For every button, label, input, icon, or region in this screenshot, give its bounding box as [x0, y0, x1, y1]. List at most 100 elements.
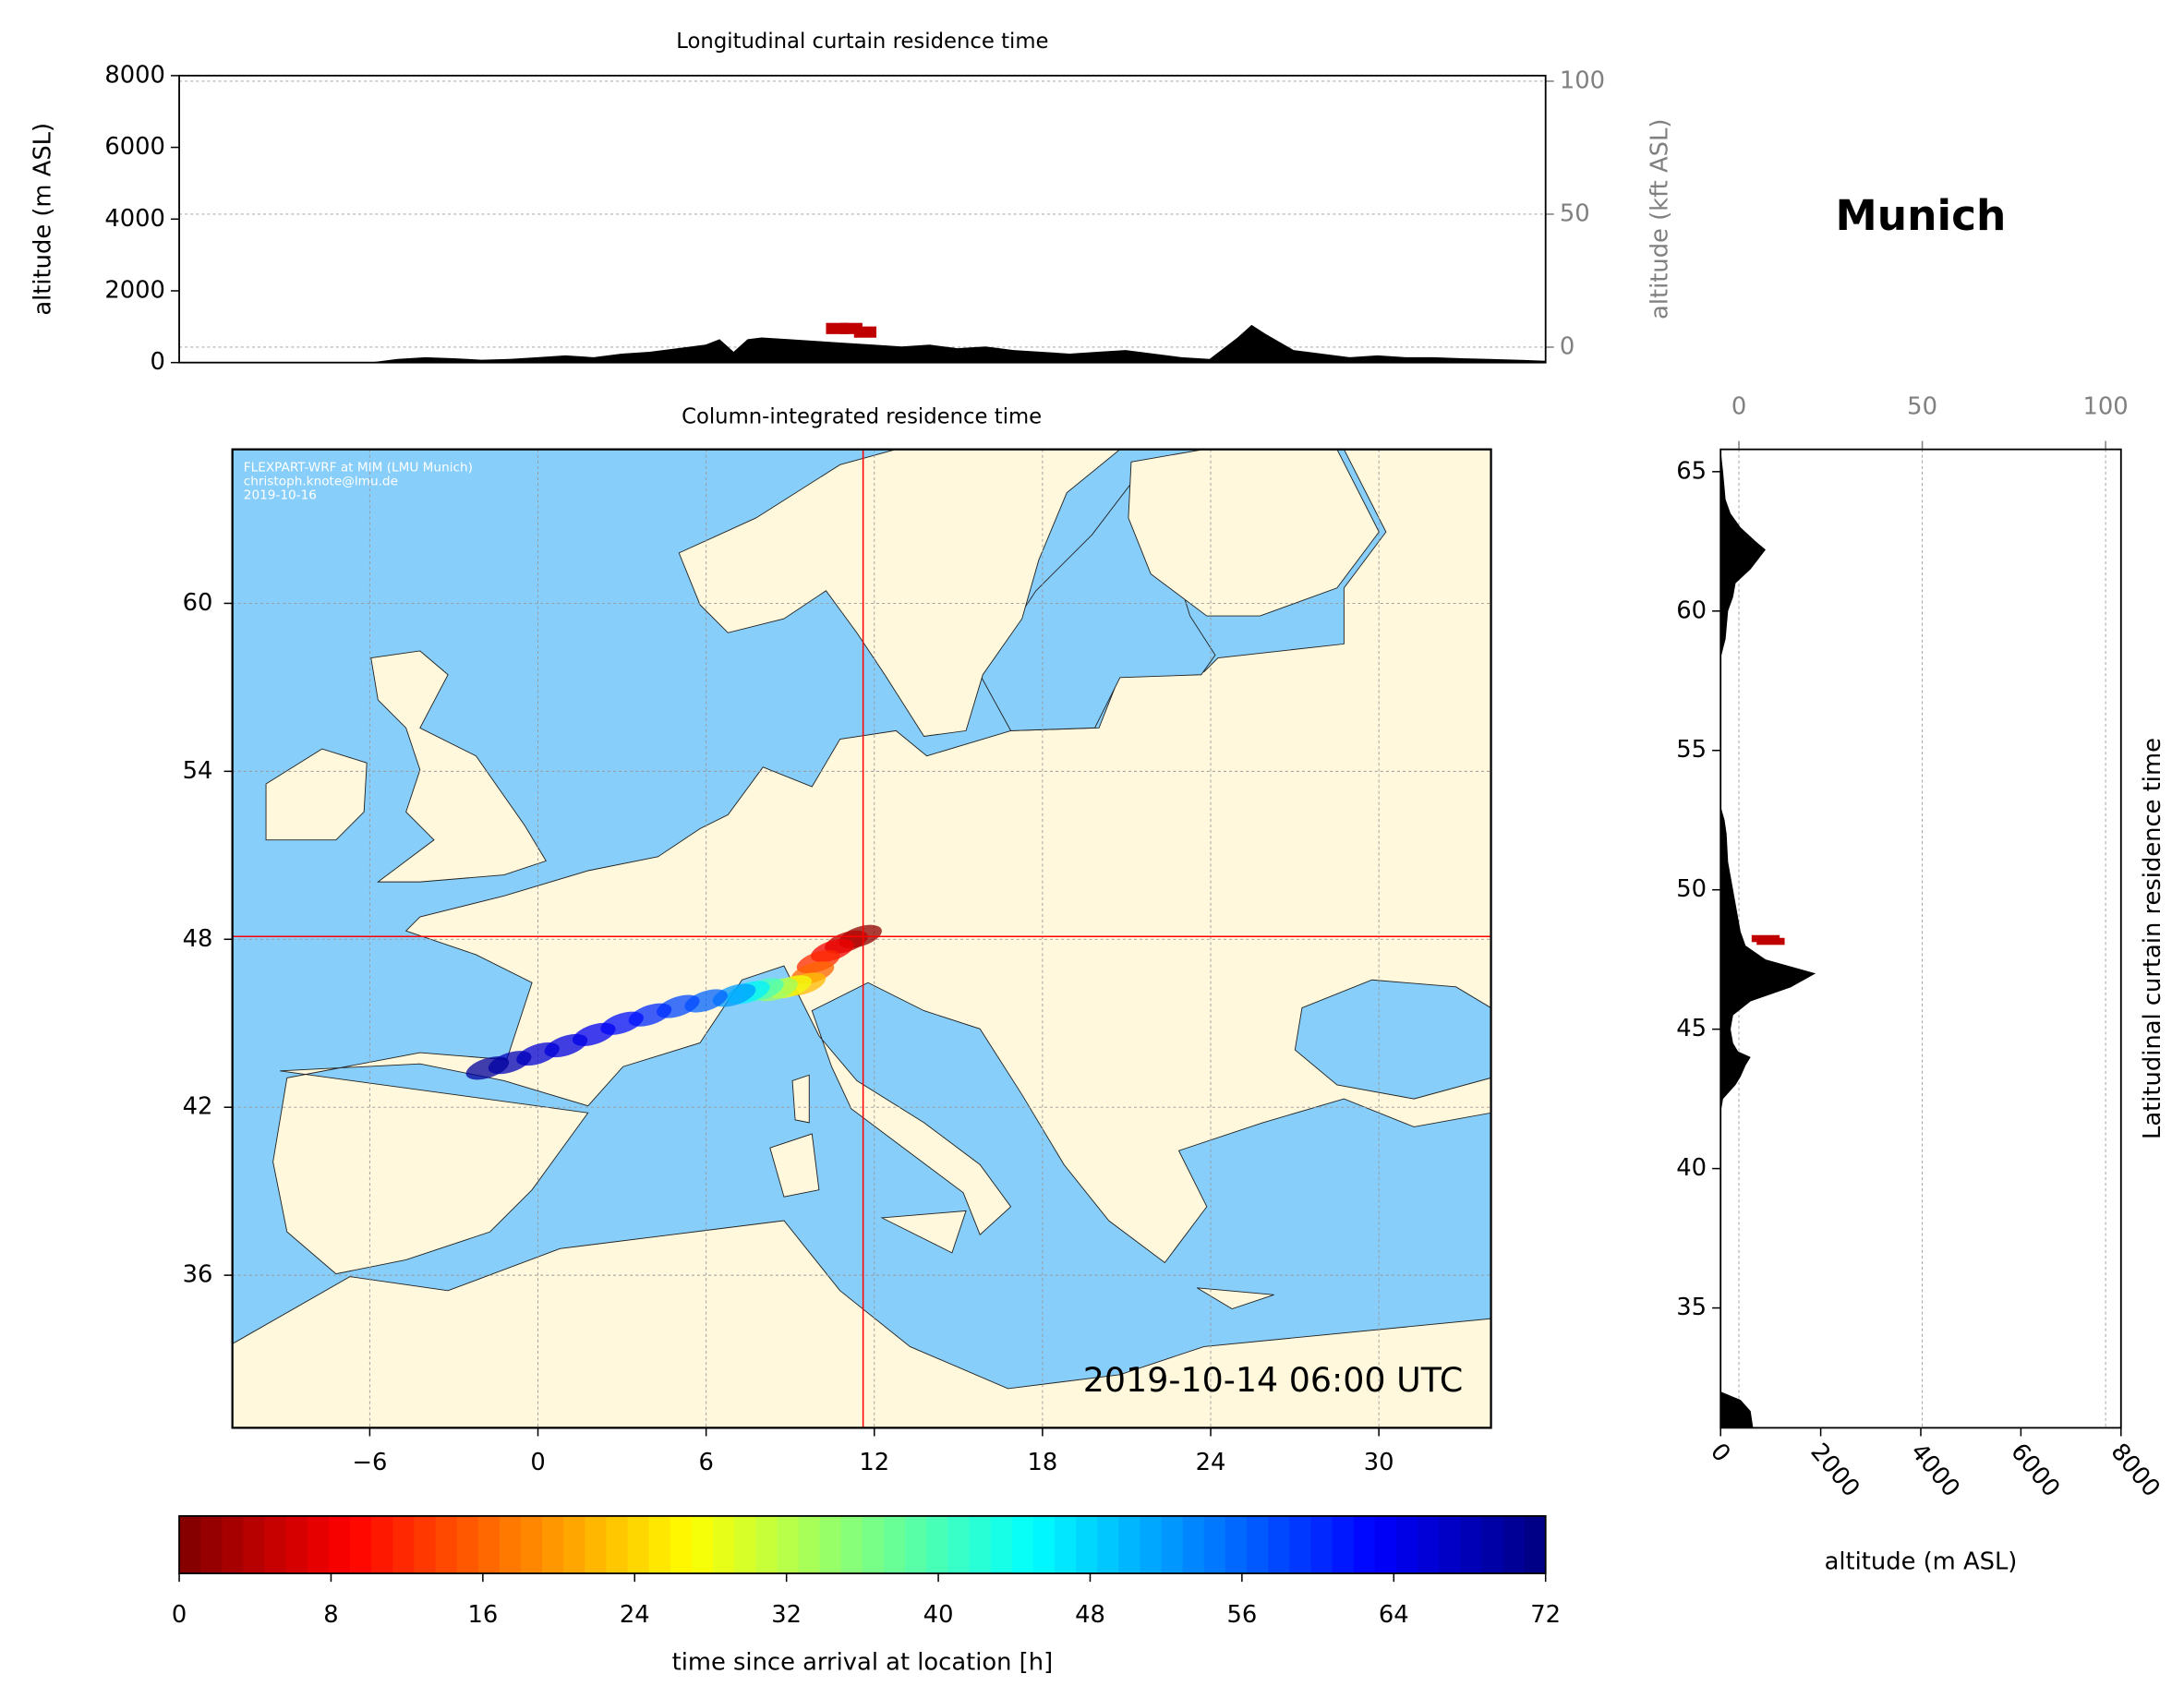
- colorbar-segment: [1481, 1515, 1504, 1574]
- colorbar-tick-label: 64: [1379, 1601, 1409, 1629]
- x-tick-label: 0: [1705, 1439, 1736, 1468]
- x-tick-label: 18: [1028, 1449, 1058, 1476]
- x-tick-label: 6: [698, 1449, 713, 1476]
- colorbar-segment: [414, 1515, 437, 1574]
- colorbar-segment: [285, 1515, 308, 1574]
- colorbar-segment: [499, 1515, 522, 1574]
- colorbar-segment: [606, 1515, 629, 1574]
- y-tick-label: 55: [1676, 736, 1707, 764]
- y-tick-label: 50: [1676, 875, 1707, 903]
- y-tick-label: 2000: [104, 276, 165, 304]
- land: [272, 449, 1491, 1275]
- plume-cell: [465, 1056, 510, 1080]
- colorbar-segment: [477, 1515, 501, 1574]
- colorbar-segment: [1353, 1515, 1376, 1574]
- colorbar-segment: [435, 1515, 458, 1574]
- colorbar-segment: [862, 1515, 885, 1574]
- colorbar-segment: [734, 1515, 757, 1574]
- colorbar-segment: [755, 1515, 778, 1574]
- location-title: Munich: [1836, 191, 2007, 240]
- y2-tick-label: 50: [1560, 199, 1590, 227]
- terrain-area: [179, 324, 1546, 363]
- colorbar-segment: [1182, 1515, 1205, 1574]
- x-tick-label: 2000: [1804, 1439, 1864, 1503]
- colorbar-segment: [1439, 1515, 1461, 1574]
- y-tick-label: 35: [1676, 1294, 1707, 1321]
- colorbar-segment: [1225, 1515, 1248, 1574]
- colorbar-segment: [1374, 1515, 1397, 1574]
- x-tick-label: 30: [1364, 1449, 1394, 1476]
- colorbar-label: time since arrival at location [h]: [672, 1649, 1054, 1677]
- y-tick-label: 54: [183, 757, 213, 785]
- colorbar-tick-label: 16: [467, 1601, 498, 1629]
- colorbar-segment: [1502, 1515, 1526, 1574]
- colorbar-segment: [819, 1515, 842, 1574]
- y-axis-label: altitude (m ASL): [29, 123, 56, 316]
- timestamp: 2019-10-14 06:00 UTC: [1083, 1360, 1463, 1400]
- axes-frame: [1719, 448, 2122, 1429]
- colorbar-segment: [1118, 1515, 1141, 1574]
- map-frame: [231, 448, 1492, 1429]
- y-tick-label: 65: [1676, 457, 1707, 485]
- colorbar-segment: [520, 1515, 543, 1574]
- y-tick-label: 0: [150, 348, 164, 376]
- colorbar-segment: [371, 1515, 394, 1574]
- colorbar-segment: [1140, 1515, 1163, 1574]
- x-tick-label: 24: [1196, 1449, 1226, 1476]
- x2-tick-label: 0: [1732, 393, 1746, 421]
- colorbar-tick-label: 56: [1226, 1601, 1257, 1629]
- y-tick-label: 8000: [104, 61, 165, 89]
- residence-cell: [1756, 937, 1785, 945]
- y2-tick-label: 0: [1560, 332, 1575, 360]
- colorbar-segment: [1524, 1515, 1547, 1574]
- colorbar-tick-label: 40: [923, 1601, 954, 1629]
- x-tick-label: 8000: [2106, 1439, 2166, 1503]
- colorbar-segment: [264, 1515, 287, 1574]
- colorbar-segment: [1332, 1515, 1355, 1574]
- map-background: [232, 449, 1491, 1428]
- colorbar-segment: [563, 1515, 586, 1574]
- annotation: 2019-10-16: [244, 488, 317, 503]
- colorbar-segment: [350, 1515, 372, 1574]
- colorbar-segment: [969, 1515, 992, 1574]
- x-tick-label: 12: [859, 1449, 889, 1476]
- y-tick-label: 36: [183, 1261, 213, 1289]
- colorbar-segment: [1417, 1515, 1440, 1574]
- colorbar-segment: [1310, 1515, 1333, 1574]
- colorbar-segment: [1097, 1515, 1120, 1574]
- y-tick-label: 42: [183, 1093, 213, 1121]
- colorbar-segment: [947, 1515, 971, 1574]
- chart-title: Longitudinal curtain residence time: [676, 30, 1048, 54]
- colorbar-segment: [926, 1515, 949, 1574]
- x2-tick-label: 100: [2083, 393, 2129, 421]
- colorbar-segment: [243, 1515, 266, 1574]
- great-britain: [370, 650, 547, 883]
- black-sea: [1294, 979, 1491, 1100]
- annotation: christoph.knote@lmu.de: [244, 475, 398, 489]
- colorbar-segment: [840, 1515, 863, 1574]
- colorbar-segment: [222, 1515, 245, 1574]
- colorbar-tick-label: 8: [323, 1601, 338, 1629]
- colorbar-segment: [713, 1515, 735, 1574]
- colorbar-segment: [798, 1515, 821, 1574]
- x-tick-label: −6: [352, 1449, 387, 1476]
- colorbar-segment: [392, 1515, 416, 1574]
- colorbar-tick-label: 72: [1530, 1601, 1561, 1629]
- colorbar-segment: [1032, 1515, 1056, 1574]
- y-tick-label: 60: [1676, 596, 1707, 624]
- terrain-area: [1720, 449, 1816, 1428]
- x-tick-label: 0: [530, 1449, 545, 1476]
- annotation: FLEXPART-WRF at MIM (LMU Munich): [244, 460, 473, 475]
- sicily: [880, 1210, 967, 1254]
- colorbar-segment: [1289, 1515, 1312, 1574]
- colorbar-segment: [1395, 1515, 1418, 1574]
- chart-title: Latitudinal curtain residence time: [2139, 738, 2166, 1139]
- colorbar-segment: [1161, 1515, 1184, 1574]
- y-tick-label: 4000: [104, 205, 165, 233]
- y-tick-label: 40: [1676, 1154, 1707, 1182]
- y2-axis-label: altitude (kft ASL): [1647, 119, 1674, 319]
- colorbar-segment: [670, 1515, 693, 1574]
- colorbar-segment: [777, 1515, 800, 1574]
